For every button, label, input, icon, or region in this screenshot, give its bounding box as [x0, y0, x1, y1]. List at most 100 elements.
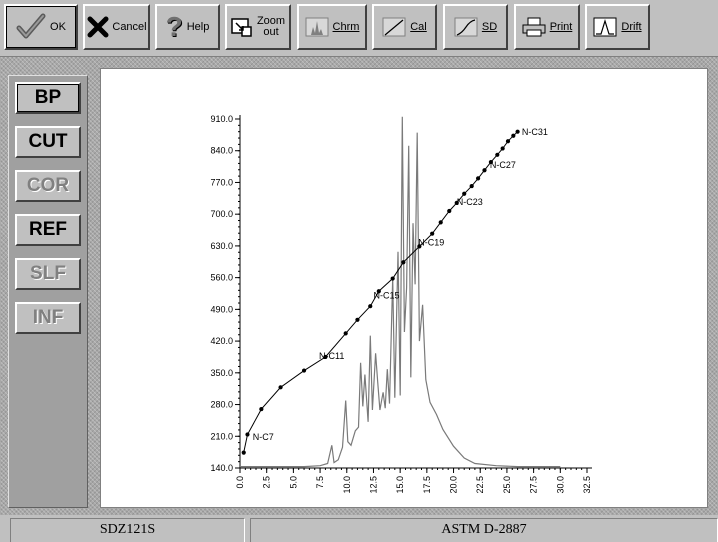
- x-tick-label: 0.0: [235, 476, 245, 489]
- cal-label: Cal: [410, 20, 427, 33]
- calibration-icon: [382, 17, 406, 37]
- calibration-point: [417, 244, 422, 249]
- drift-label: Drift: [621, 20, 642, 33]
- sd-curve-icon: [454, 17, 478, 37]
- ok-button[interactable]: OK: [4, 4, 78, 50]
- y-tick-label: 420.0: [210, 336, 233, 346]
- calibration-point: [447, 208, 452, 214]
- y-tick-label: 280.0: [210, 400, 233, 410]
- cancel-button[interactable]: Cancel: [83, 4, 150, 50]
- zoom-out-button[interactable]: Zoom out: [225, 4, 291, 50]
- n-paraffin-label: N-C15: [373, 290, 399, 300]
- help-label: Help: [186, 20, 210, 33]
- printer-icon: [522, 17, 546, 37]
- calibration-point: [259, 406, 264, 412]
- x-tick-label: 5.0: [288, 476, 298, 489]
- zoom-out-icon: [231, 16, 253, 38]
- calibration-point: [241, 450, 246, 455]
- y-tick-label: 560.0: [210, 273, 233, 283]
- x-tick-label: 25.0: [502, 476, 512, 494]
- help-button[interactable]: ? Help: [155, 4, 220, 50]
- calibration-point: [401, 260, 406, 265]
- drift-button[interactable]: Drift: [585, 4, 650, 50]
- calibration-point: [376, 289, 381, 294]
- x-icon: [86, 15, 110, 39]
- n-paraffin-label: N-C11: [319, 351, 344, 361]
- calibration-point: [245, 432, 250, 437]
- checkmark-icon: [16, 12, 46, 42]
- mode-button-ref[interactable]: REF: [15, 214, 81, 246]
- calibration-point: [323, 354, 328, 360]
- x-tick-label: 20.0: [449, 476, 459, 494]
- calibration-point: [505, 139, 511, 144]
- chromatogram-trace: [240, 116, 561, 468]
- n-paraffin-label: N-C31: [522, 127, 548, 137]
- chart-panel: 140.0 210.0 280.0 350.0 420.0 490.0 560.0 630.0…: [100, 68, 708, 508]
- x-tick-label: 7.5: [315, 476, 325, 489]
- calibration-point: [278, 385, 283, 390]
- y-tick-label: 770.0: [210, 177, 233, 187]
- y-tick-label: 490.0: [210, 304, 233, 314]
- x-tick-label: 2.5: [262, 476, 272, 489]
- x-tick-label: 27.5: [529, 476, 539, 494]
- mode-button-slf[interactable]: SLF: [15, 258, 81, 290]
- y-tick-label: 210.0: [210, 431, 233, 441]
- calibration-point: [495, 152, 500, 157]
- calibration-point: [368, 304, 373, 309]
- print-label: Print: [549, 20, 573, 33]
- question-mark-icon: ?: [165, 11, 183, 42]
- x-tick-label: 30.0: [555, 476, 565, 494]
- sd-label: SD: [481, 20, 498, 33]
- y-tick-label: 700.0: [210, 209, 233, 219]
- n-paraffin-label: N-C19: [418, 237, 444, 247]
- status-method: ASTM D-2887: [250, 518, 718, 542]
- chromatogram-button[interactable]: Chrm: [297, 4, 367, 50]
- calibration-point: [511, 133, 516, 138]
- calibration-point: [454, 200, 459, 205]
- mode-panel: BP CUT COR REF SLF INF: [8, 75, 88, 508]
- x-tick-label: 12.5: [368, 476, 378, 494]
- calibration-point: [482, 168, 487, 173]
- x-tick-label: 32.5: [582, 476, 592, 494]
- mode-button-bp[interactable]: BP: [15, 82, 81, 114]
- mode-button-cut[interactable]: CUT: [15, 126, 81, 158]
- y-tick-label: 350.0: [210, 368, 233, 378]
- calibration-point: [462, 191, 467, 196]
- status-sample-name: SDZ121S: [10, 518, 245, 542]
- calibration-point: [390, 276, 395, 281]
- calibration-point: [430, 231, 435, 236]
- y-tick-label: 140.0: [210, 463, 233, 473]
- n-paraffin-label: N-C7: [253, 432, 274, 442]
- x-tick-label: 17.5: [422, 476, 432, 494]
- x-tick-label: 22.5: [475, 476, 485, 494]
- ok-label: OK: [50, 20, 66, 33]
- x-tick-label: 10.0: [342, 476, 352, 494]
- calibration-point: [469, 183, 474, 189]
- print-button[interactable]: Print: [514, 4, 580, 50]
- calibration-point: [475, 176, 481, 181]
- n-paraffin-label: N-C23: [457, 197, 483, 207]
- mode-button-inf[interactable]: INF: [15, 302, 81, 334]
- y-tick-label: 630.0: [210, 241, 233, 251]
- boiling-point-chart: 140.0 210.0 280.0 350.0 420.0 490.0 560.0 630.0…: [210, 114, 592, 494]
- calibration-point: [515, 129, 520, 134]
- zoom-label-line2: out: [263, 26, 279, 38]
- cancel-label: Cancel: [112, 20, 147, 33]
- calibration-point: [343, 331, 348, 336]
- toolbar: OK Cancel ? Help Zoom out: [0, 0, 718, 57]
- chrm-label: Chrm: [332, 20, 360, 33]
- mode-button-cor[interactable]: COR: [15, 170, 81, 202]
- calibration-point: [488, 159, 494, 165]
- y-tick-label: 840.0: [210, 146, 233, 156]
- n-paraffin-label: N-C27: [490, 160, 516, 170]
- zoom-label-line1: Zoom: [256, 15, 286, 27]
- calibration-point: [500, 146, 505, 151]
- status-bar: SDZ121S ASTM D-2887: [0, 516, 718, 542]
- drift-icon: [593, 17, 617, 37]
- calibration-point: [355, 317, 360, 322]
- chromatogram-icon: [305, 17, 329, 37]
- y-tick-label: 910.0: [210, 114, 233, 124]
- calibration-point: [301, 368, 307, 373]
- sd-button[interactable]: SD: [443, 4, 508, 50]
- calibration-button[interactable]: Cal: [372, 4, 437, 50]
